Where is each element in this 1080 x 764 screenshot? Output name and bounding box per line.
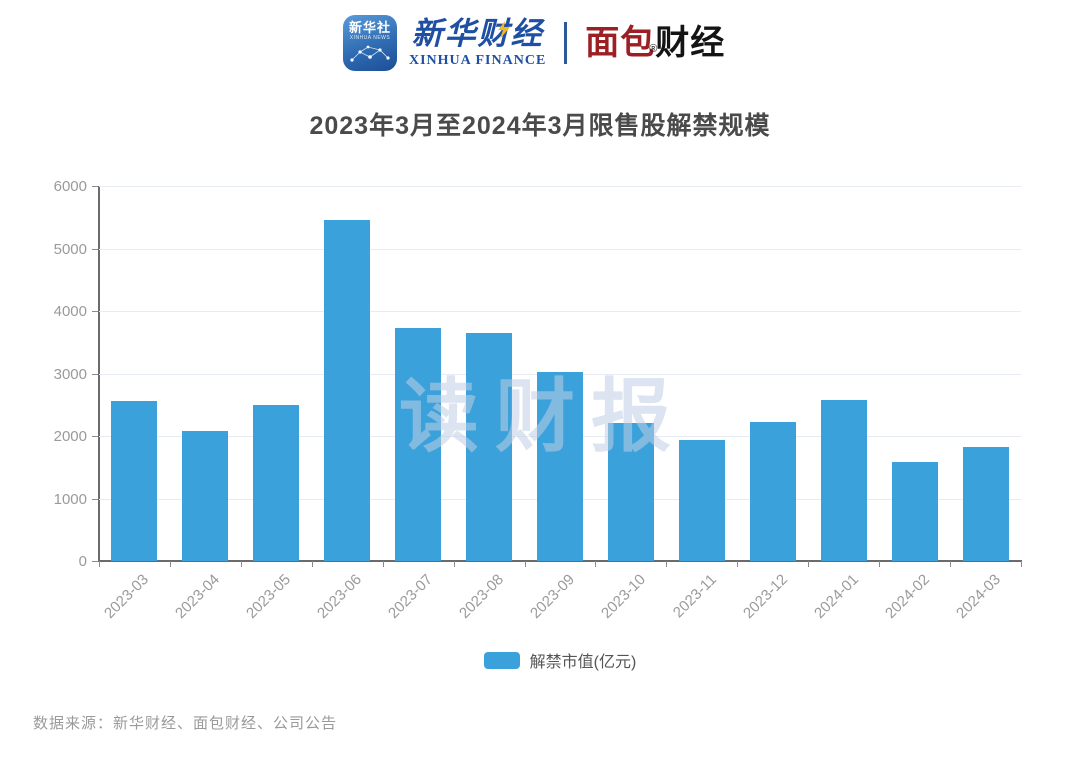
frame-border-top-right: [745, 47, 1064, 50]
bar-2023-08: [466, 332, 513, 561]
gridline: [99, 248, 1021, 250]
frame-border-top-left: [16, 47, 333, 50]
x-axis-tick: [99, 561, 100, 567]
frame-border-right: [1061, 47, 1064, 747]
constellation-icon: [350, 45, 390, 62]
bar-2024-03: [962, 446, 1009, 561]
x-axis-tick: [169, 561, 171, 567]
bar-2023-03: [111, 401, 158, 561]
legend: 解禁市值(亿元): [99, 648, 1021, 672]
lightning-icon: [498, 20, 511, 39]
x-axis-tick: [1021, 561, 1022, 567]
bar-2023-04: [182, 431, 229, 561]
y-axis-label: 5000: [53, 240, 87, 258]
y-axis-tick: [92, 248, 98, 250]
bar-2023-10: [607, 422, 654, 561]
xinhua-news-icon-sublabel: XINHUA NEWS: [349, 35, 391, 41]
bar-2023-07: [395, 327, 442, 561]
y-axis-label: 1000: [53, 490, 87, 508]
y-axis-tick: [92, 373, 98, 375]
y-axis-tick: [92, 186, 98, 187]
bar-2023-11: [678, 439, 725, 561]
xinhua-news-icon-label: 新华社: [348, 20, 391, 35]
x-axis-line: [98, 560, 1022, 562]
y-axis-label: 3000: [53, 365, 87, 383]
x-axis-tick: [666, 561, 668, 567]
bar-2024-01: [820, 400, 867, 561]
xinhua-finance-cn: 新华财经: [411, 15, 544, 52]
bread-finance-part1: 面包: [585, 24, 656, 62]
x-axis-tick: [950, 561, 952, 567]
bar-2023-06: [324, 220, 371, 561]
x-axis-tick: [737, 561, 739, 567]
bar-2024-02: [891, 462, 938, 561]
x-axis-tick: [808, 561, 810, 567]
y-axis-tick: [92, 498, 98, 500]
frame-border-bottom: [16, 744, 1064, 747]
registered-mark: ®: [649, 43, 659, 55]
data-source-note: 数据来源：新华财经、面包财经、公司公告: [33, 715, 338, 732]
x-axis-tick: [240, 561, 242, 567]
y-axis-tick: [92, 561, 98, 562]
xinhua-finance-en: XINHUA FINANCE: [409, 52, 547, 68]
frame-border-left: [16, 47, 19, 747]
bar-2023-12: [749, 421, 796, 561]
y-axis-tick: [92, 436, 98, 437]
y-axis-label: 6000: [53, 178, 87, 195]
watermark-text: 读财报: [399, 372, 687, 461]
bar-2023-05: [253, 405, 300, 561]
y-axis-label: 0: [78, 553, 87, 570]
bread-finance-logo: 面包财经 ®: [585, 10, 725, 76]
y-axis-tick: [92, 311, 98, 312]
gridline: [99, 311, 1021, 312]
bread-finance-part2: 财经: [655, 24, 726, 62]
x-axis-tick: [879, 561, 881, 567]
y-axis-label: 4000: [53, 303, 87, 320]
xinhua-finance-logo: 新华财经 XINHUA FINANCE: [409, 15, 547, 68]
header-separator: [564, 22, 568, 64]
bar-chart-plot-area: 读财报 0 1000 2000 3000 4000 5000 6000 2023-03 2023…: [54, 178, 1022, 622]
x-axis-tick: [311, 561, 313, 567]
x-axis-tick: [453, 561, 455, 567]
x-axis-tick: [382, 561, 384, 567]
header: 新华社 XINHUA NEWS 新华财经 XINHUA FINANCE 面包财经…: [343, 10, 725, 76]
x-axis-tick: [595, 561, 597, 567]
chart-title: 2023年3月至2024年3月限售股解禁规模: [309, 112, 771, 140]
xinhua-news-app-icon: 新华社 XINHUA NEWS: [343, 15, 397, 71]
x-axis-tick: [524, 561, 526, 567]
bar-2023-09: [537, 371, 583, 561]
legend-swatch: [483, 651, 520, 669]
gridline: [99, 186, 1021, 187]
y-axis-label: 2000: [53, 428, 87, 445]
legend-label: 解禁市值(亿元): [529, 654, 637, 671]
